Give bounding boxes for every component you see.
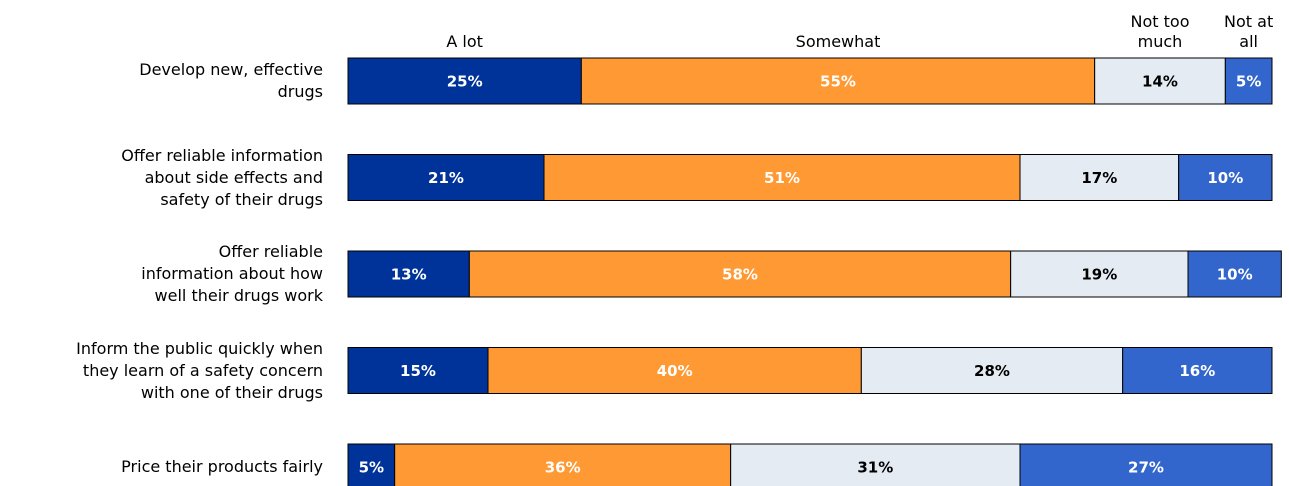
value-label: 14% [1142,73,1178,91]
bar-segment [468,250,1012,298]
bar-segment [347,347,489,394]
value-label: 15% [400,362,436,380]
bar-segment [347,443,396,486]
value-label: 28% [974,362,1010,380]
category-label: Develop new, effective drugs [139,60,323,101]
legend-entry: A lot [446,32,483,51]
value-label: 55% [820,73,856,91]
bar-segment [487,347,862,394]
value-label: 51% [764,169,800,187]
legend-entry: Not too much [1130,12,1190,51]
value-label: 5% [1236,73,1261,91]
bar-segment [1122,347,1273,394]
value-label: 10% [1217,266,1253,284]
value-label: 19% [1081,266,1117,284]
value-label: 36% [545,459,581,477]
value-label: 17% [1081,169,1117,187]
category-label: Inform the public quickly when they lear… [76,338,323,402]
bar-segment [394,443,732,486]
value-label: 40% [657,362,693,380]
category-label: Offer reliable information about side ef… [121,145,323,209]
value-label: 13% [391,266,427,284]
bar-segment [347,57,582,105]
value-label: 16% [1179,362,1215,380]
bar-segment [1178,154,1273,201]
value-label: 10% [1207,169,1243,187]
legend-entry: Somewhat [795,32,881,51]
legend-entry: Not at all [1224,12,1274,51]
value-label: 58% [722,266,758,284]
bar-segment [1010,250,1189,298]
bar-segment [580,57,1096,105]
bar-segment [1187,250,1282,298]
value-label: 25% [447,73,483,91]
category-label: Offer reliable information about how wel… [141,242,323,305]
value-label: 27% [1128,459,1164,477]
category-label: Price their products fairly [121,457,323,476]
value-label: 31% [857,459,893,477]
bar-segment [1019,443,1273,486]
value-label: 5% [359,459,384,477]
value-label: 21% [428,169,464,187]
bar-segment [347,250,470,298]
bar-segment [1094,57,1226,105]
bar-segment [1019,154,1180,201]
bar-segment [347,154,545,201]
bar-segment [1224,57,1273,105]
